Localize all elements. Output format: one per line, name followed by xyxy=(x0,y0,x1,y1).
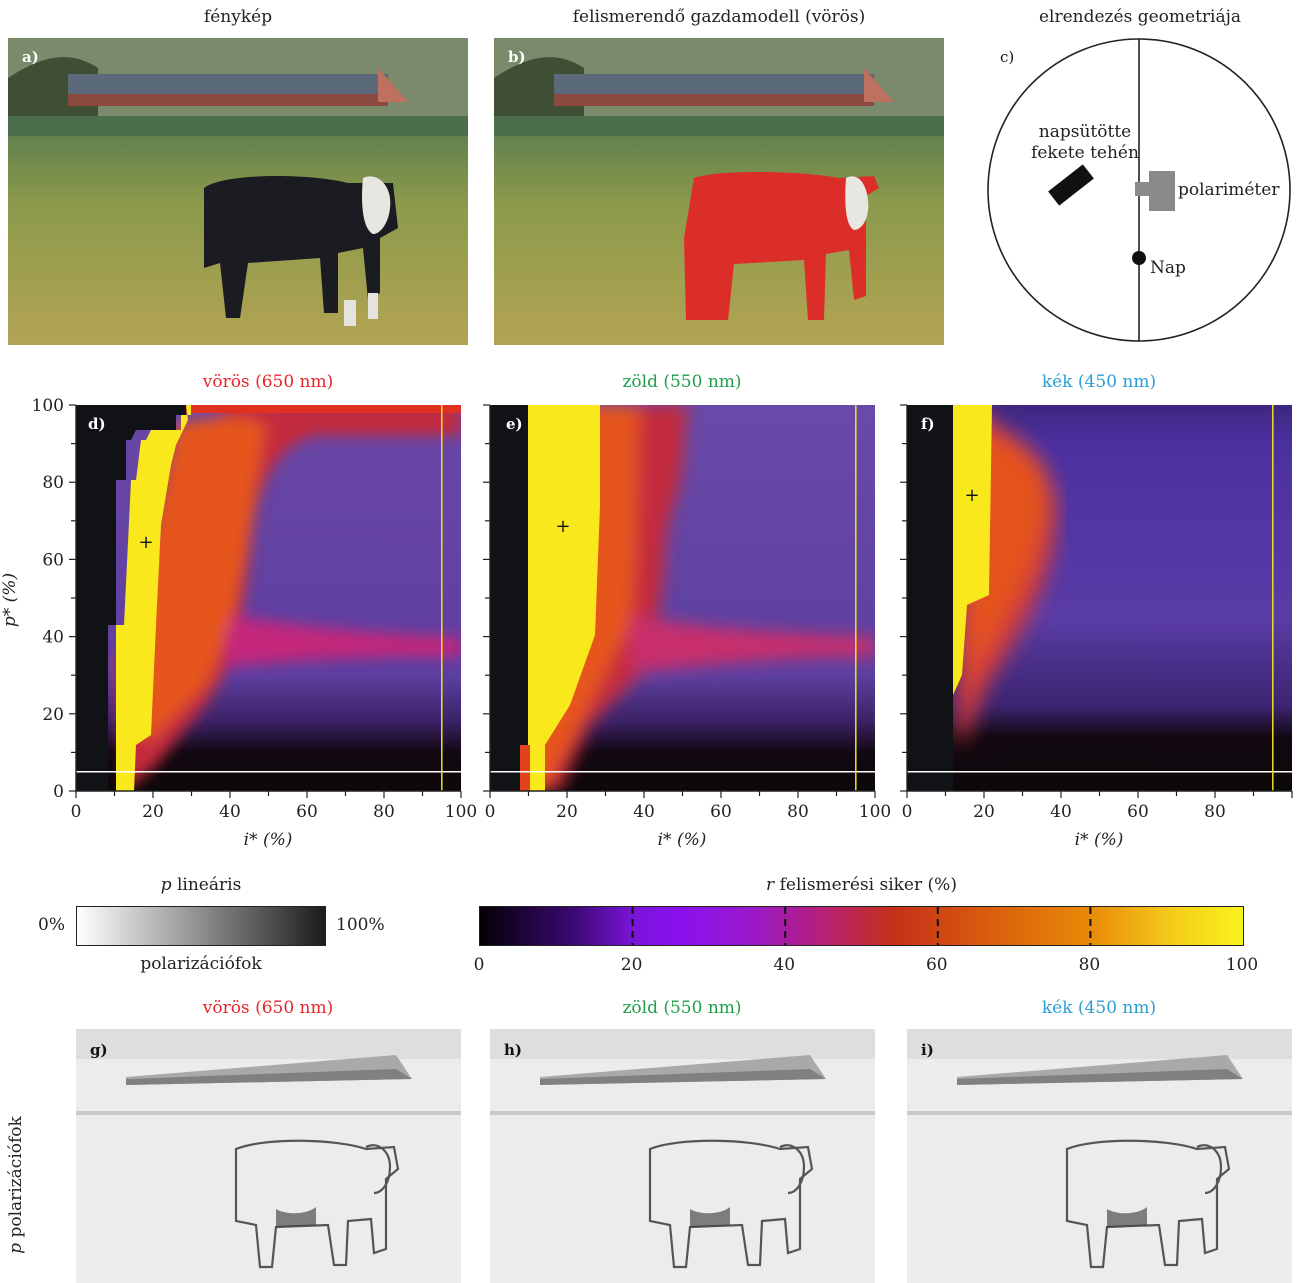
title-photo: fénykép xyxy=(203,7,273,27)
best-point-marker: + xyxy=(138,532,153,553)
legend-r-tick-label: 100 xyxy=(1226,955,1258,975)
geometry-diagram xyxy=(987,38,1291,342)
bottom-side-label: p polarizációfok xyxy=(6,1116,26,1254)
y-tick-label: 100 xyxy=(32,396,64,416)
legend-r-ticks: 0 20 40 60 80 100 xyxy=(474,955,1259,975)
polarimeter-icon xyxy=(1135,171,1175,211)
x-tick-label: 0 xyxy=(71,802,82,822)
x-tick-label: 20 xyxy=(973,802,995,822)
legend-p-bar xyxy=(76,906,326,946)
x-tick-label: 60 xyxy=(1127,802,1149,822)
x-axis-label-red: i* (%) xyxy=(243,830,293,850)
panel-label-a: a) xyxy=(22,48,39,66)
x-tick-label: 40 xyxy=(633,802,655,822)
legend-r-tick-label: 0 xyxy=(474,955,485,975)
heat-title-green: zöld (550 nm) xyxy=(622,372,742,392)
y-axis-label: p* (%) xyxy=(0,572,20,628)
x-tick-label: 40 xyxy=(219,802,241,822)
x-tick-label: 80 xyxy=(787,802,809,822)
heatmap-blue: f) + xyxy=(907,405,1292,791)
x-axis-label-blue: i* (%) xyxy=(1074,830,1124,850)
legend-p-min: 0% xyxy=(38,915,65,935)
polarimeter-label: polariméter xyxy=(1178,180,1280,200)
panel-label-d: d) xyxy=(88,415,106,433)
panel-label-h: h) xyxy=(504,1041,523,1059)
panel-label-c: c) xyxy=(1000,48,1015,66)
x-tick-label: 0 xyxy=(485,802,496,822)
pol-title-green: zöld (550 nm) xyxy=(622,998,742,1018)
y-tick-label: 60 xyxy=(42,550,64,570)
x-tick-label: 100 xyxy=(859,802,891,822)
panel-label-i: i) xyxy=(921,1041,934,1059)
x-tick-label: 100 xyxy=(445,802,477,822)
legend-r-tick-label: 80 xyxy=(1079,955,1101,975)
legend-p-title: p lineáris xyxy=(160,875,242,895)
x-tick-label: 60 xyxy=(710,802,732,822)
heatmap-axes: 0 20 40 60 80 100 0 20 40 60 80 100 0 20 40 60 80 100 0 20 4… xyxy=(32,396,1293,822)
y-tick-label: 40 xyxy=(42,628,64,648)
polarization-image-green: h) xyxy=(490,1029,875,1283)
legend-r-tick-label: 60 xyxy=(926,955,948,975)
x-tick-label: 20 xyxy=(142,802,164,822)
panel-label-g: g) xyxy=(90,1041,108,1059)
cow-block-icon xyxy=(1048,164,1094,206)
y-tick-label: 20 xyxy=(42,705,64,725)
title-host-model: felismerendő gazdamodell (vörös) xyxy=(572,7,866,27)
heatmap-red-overlay: + xyxy=(76,405,461,791)
red-cow-model xyxy=(684,172,879,320)
x-tick-label: 0 xyxy=(902,802,913,822)
best-point-marker: + xyxy=(555,516,570,537)
legend-r-bar xyxy=(479,906,1244,946)
legend-r-title: r felismerési siker (%) xyxy=(766,875,957,895)
heatmap-blue-overlay: + xyxy=(907,405,1292,791)
legend-r-tick-label: 20 xyxy=(621,955,643,975)
heat-title-blue: kék (450 nm) xyxy=(1041,372,1157,392)
panel-label-b: b) xyxy=(508,48,526,66)
y-tick-label: 0 xyxy=(53,782,64,802)
heatmap-green-overlay: + xyxy=(490,405,875,791)
heatmap-green: e) + xyxy=(490,405,875,791)
legend-r-dashes xyxy=(631,907,1092,945)
x-tick-label: 60 xyxy=(296,802,318,822)
x-tick-label: 20 xyxy=(556,802,578,822)
cow-label: napsütötte fekete tehén xyxy=(1031,122,1139,163)
pol-title-red: vörös (650 nm) xyxy=(202,998,334,1018)
x-tick-label: 80 xyxy=(1204,802,1226,822)
panel-label-e: e) xyxy=(506,415,523,433)
heatmap-red: d) + xyxy=(76,405,461,791)
sun-icon xyxy=(1132,251,1146,265)
legend-p-max: 100% xyxy=(336,915,385,935)
panel-label-f: f) xyxy=(921,415,935,433)
heat-title-red: vörös (650 nm) xyxy=(202,372,334,392)
black-cow xyxy=(204,176,398,326)
polarization-image-blue: i) xyxy=(907,1029,1292,1283)
title-geometry: elrendezés geometriája xyxy=(1038,7,1242,27)
x-axis-label-green: i* (%) xyxy=(657,830,707,850)
legend-r-tick-label: 40 xyxy=(773,955,795,975)
cow-photo xyxy=(8,38,468,345)
sun-label: Nap xyxy=(1150,258,1186,278)
x-tick-label: 40 xyxy=(1050,802,1072,822)
polarization-image-red: g) xyxy=(76,1029,461,1283)
y-tick-label: 80 xyxy=(42,473,64,493)
x-tick-label: 80 xyxy=(373,802,395,822)
pol-title-blue: kék (450 nm) xyxy=(1041,998,1157,1018)
host-model-photo xyxy=(494,38,944,345)
best-point-marker: + xyxy=(964,485,979,506)
legend-p-subtitle: polarizációfok xyxy=(140,954,262,974)
